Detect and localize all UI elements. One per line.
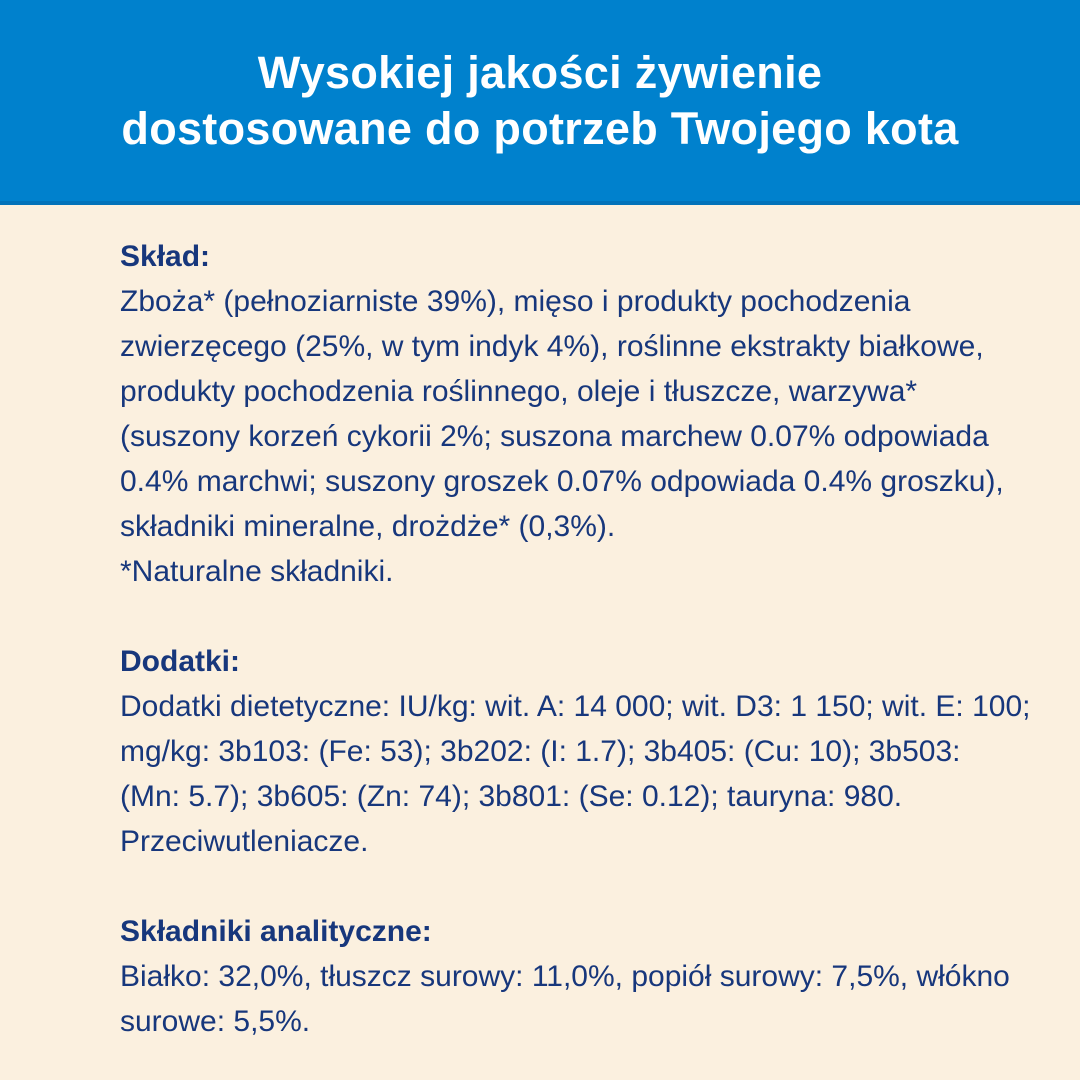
text-line: *Naturalne składniki.: [120, 555, 394, 588]
section-heading: Dodatki:: [120, 645, 240, 678]
section-body: Białko: 32,0%, tłuszcz surowy: 11,0%, po…: [120, 954, 1010, 1044]
text-line: 0.4% marchwi; suszony groszek 0.07% odpo…: [120, 465, 1004, 498]
section-body: Dodatki dietetyczne: IU/kg: wit. A: 14 0…: [120, 684, 1031, 864]
section-dodatki: Dodatki: Dodatki dietetyczne: IU/kg: wit…: [120, 639, 1031, 864]
header-banner: Wysokiej jakości żywienie dostosowane do …: [0, 0, 1080, 205]
page-title: Wysokiej jakości żywienie dostosowane do …: [121, 45, 958, 157]
text-line: (suszony korzeń cykorii 2%; suszona marc…: [120, 420, 989, 453]
text-line: dostosowane do potrzeb Twojego kota: [121, 102, 959, 154]
text-line: Zboża* (pełnoziarniste 39%), mięso i pro…: [120, 285, 911, 318]
text-line: produkty pochodzenia roślinnego, oleje i…: [120, 375, 918, 408]
content-area: Skład: Zboża* (pełnoziarniste 39%), mięs…: [0, 205, 1080, 1044]
text-line: surowe: 5,5%.: [120, 1005, 311, 1038]
section-sklad: Skład: Zboża* (pełnoziarniste 39%), mięs…: [120, 234, 1004, 594]
text-line: składniki mineralne, drożdże* (0,3%).: [120, 510, 616, 543]
text-line: zwierzęcego (25%, w tym indyk 4%), rośli…: [120, 330, 984, 363]
text-line: Przeciwutleniacze.: [120, 825, 369, 858]
section-skladniki-analityczne: Składniki analityczne: Białko: 32,0%, tł…: [120, 909, 1010, 1044]
section-heading: Składniki analityczne:: [120, 915, 432, 948]
text-line: Wysokiej jakości żywienie: [257, 46, 823, 98]
section-heading: Skład:: [120, 240, 211, 273]
text-line: Białko: 32,0%, tłuszcz surowy: 11,0%, po…: [120, 960, 1010, 993]
text-line: Dodatki dietetyczne: IU/kg: wit. A: 14 0…: [120, 690, 1031, 723]
section-body: Zboża* (pełnoziarniste 39%), mięso i pro…: [120, 279, 1004, 594]
text-line: mg/kg: 3b103: (Fe: 53); 3b202: (I: 1.7);…: [120, 735, 961, 768]
text-line: (Mn: 5.7); 3b605: (Zn: 74); 3b801: (Se: …: [120, 780, 903, 813]
